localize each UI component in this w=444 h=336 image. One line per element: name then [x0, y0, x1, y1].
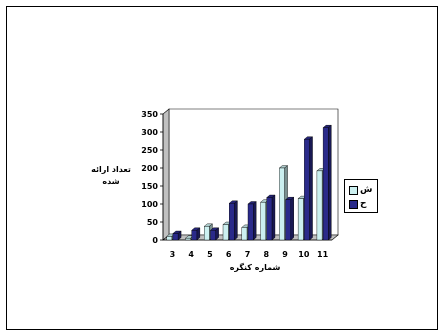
- legend: ش ح: [344, 179, 378, 213]
- bar-side-s2: [309, 136, 313, 241]
- bar-side-s2: [328, 124, 332, 241]
- y-tick-label: 150: [141, 182, 158, 191]
- bar-series-2-8: [266, 197, 273, 241]
- bar-side-s2: [252, 201, 257, 241]
- x-axis-label: شماره کنگره: [229, 263, 281, 272]
- bar-series-1-4: [185, 237, 191, 241]
- legend-swatch-series-2: [349, 199, 358, 209]
- x-tick-label: 10: [298, 250, 310, 259]
- y-tick-label: 200: [141, 164, 158, 173]
- y-tick-label: 50: [147, 218, 159, 227]
- legend-item-series-2: ح: [349, 198, 367, 210]
- x-tick-label: 4: [188, 250, 194, 259]
- x-tick-label: 11: [317, 250, 329, 259]
- bar-side-s2: [234, 200, 238, 241]
- y-tick-label: 300: [141, 128, 158, 137]
- legend-item-series-1: ش: [349, 184, 372, 196]
- bar-series-2-9: [285, 199, 291, 241]
- legend-label-series-2: ح: [360, 199, 367, 209]
- bar-side-s2: [290, 196, 294, 241]
- bar-series-1-7: [241, 227, 248, 241]
- bar-series-2-10: [304, 138, 310, 241]
- bar-series-1-3: [166, 236, 173, 241]
- y-tick-label: 100: [141, 200, 158, 209]
- x-tick-label: 6: [226, 250, 232, 259]
- y-tick-label: 0: [152, 236, 158, 245]
- bar-series-1-6: [222, 224, 229, 241]
- legend-swatch-series-1: [349, 185, 358, 195]
- bar-side-s2: [271, 194, 276, 241]
- x-tick-label: 5: [207, 250, 213, 259]
- bar-series-2-3: [172, 233, 179, 241]
- bar-series-1-8: [260, 201, 266, 241]
- bar-series-2-11: [322, 127, 329, 241]
- legend-label-series-1: ش: [360, 185, 373, 195]
- x-tick-label: 3: [170, 250, 176, 259]
- bar-series-1-10: [297, 198, 304, 241]
- bar-series-2-6: [229, 203, 235, 241]
- bar-series-1-9: [279, 167, 285, 241]
- y-tick-label: 350: [141, 110, 158, 119]
- x-tick-label: 9: [282, 250, 288, 259]
- y-axis-label: تعداد ارائه شده: [91, 165, 131, 186]
- x-tick-label: 7: [245, 250, 251, 259]
- plot-side-wall: [162, 108, 170, 241]
- bar-series-2-7: [247, 203, 254, 241]
- y-tick-label: 250: [141, 146, 158, 155]
- bar-series-2-4: [191, 230, 198, 241]
- bar-series-2-5: [210, 230, 216, 241]
- bar-series-1-5: [204, 226, 210, 241]
- x-tick-label: 8: [263, 250, 269, 259]
- bar-series-1-11: [316, 170, 323, 241]
